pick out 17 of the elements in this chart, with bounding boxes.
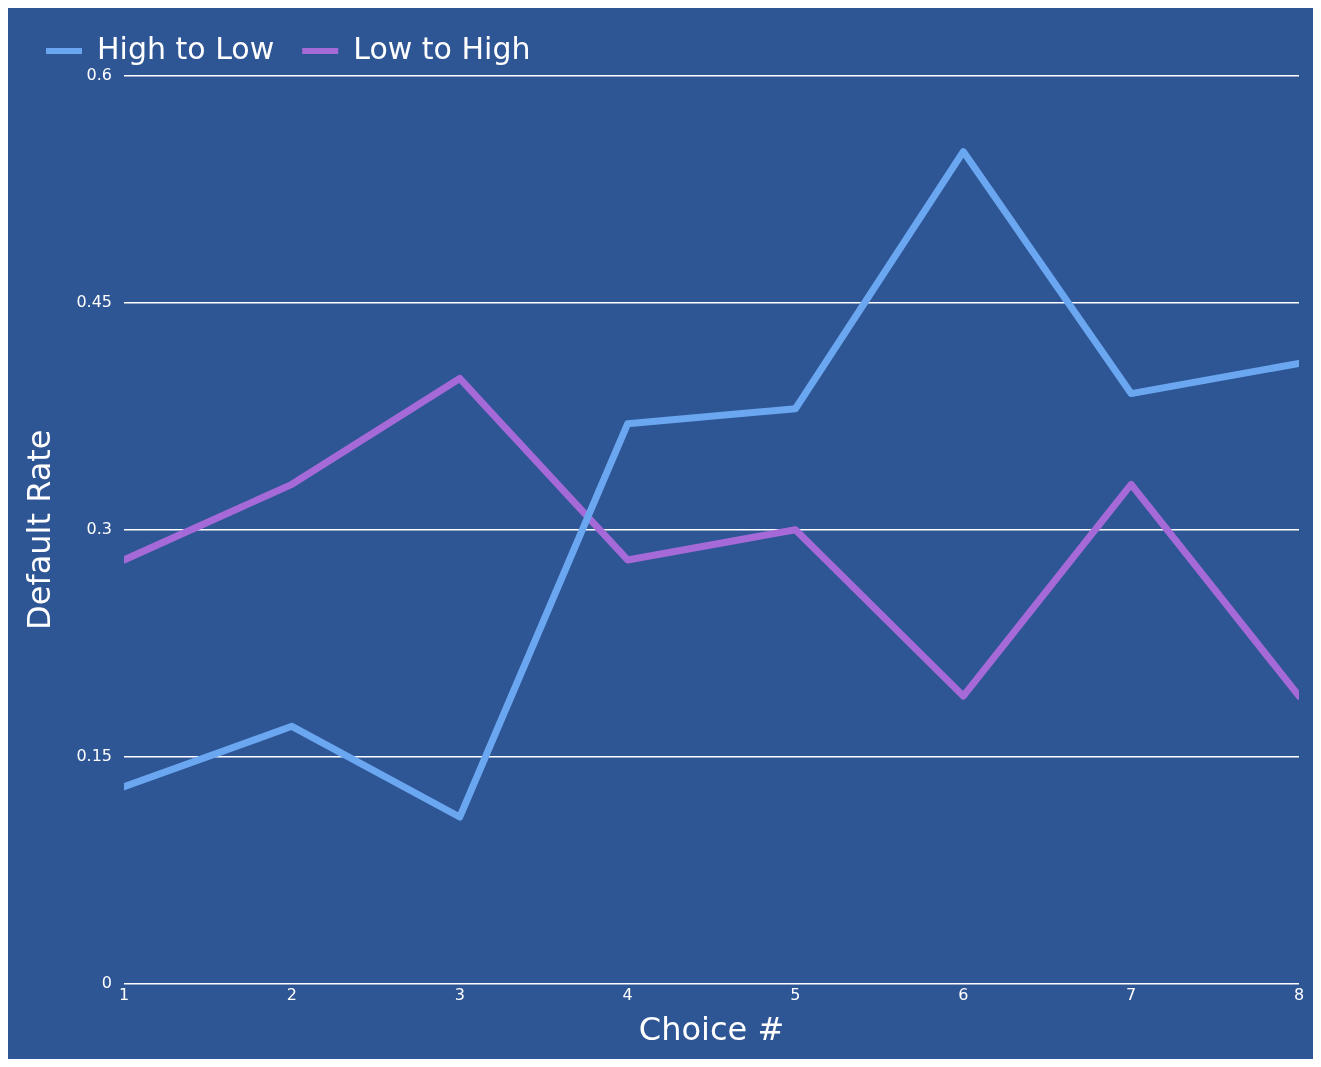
x-tick-label: 8 [1293, 985, 1305, 1005]
y-tick-label: 0.6 [86, 65, 113, 85]
x-axis-title: Choice # [638, 1010, 785, 1049]
x-tick-label: 3 [454, 985, 465, 1005]
x-tick-label: 1 [118, 985, 130, 1005]
legend-label: High to Low [97, 30, 275, 66]
y-tick-label: 0.3 [86, 518, 113, 538]
legend-label: Low to High [353, 30, 531, 66]
y-tick-label: 0.45 [76, 292, 113, 312]
y-axis-title: Default Rate [19, 429, 58, 630]
x-tick-label: 7 [1126, 985, 1137, 1005]
x-tick-label: 4 [622, 985, 633, 1005]
y-tick-label: 0.15 [76, 745, 113, 765]
y-tick-label: 0 [101, 972, 113, 992]
x-tick-label: 2 [286, 985, 297, 1005]
x-tick-label: 5 [790, 985, 801, 1005]
x-tick-label: 6 [958, 985, 969, 1005]
